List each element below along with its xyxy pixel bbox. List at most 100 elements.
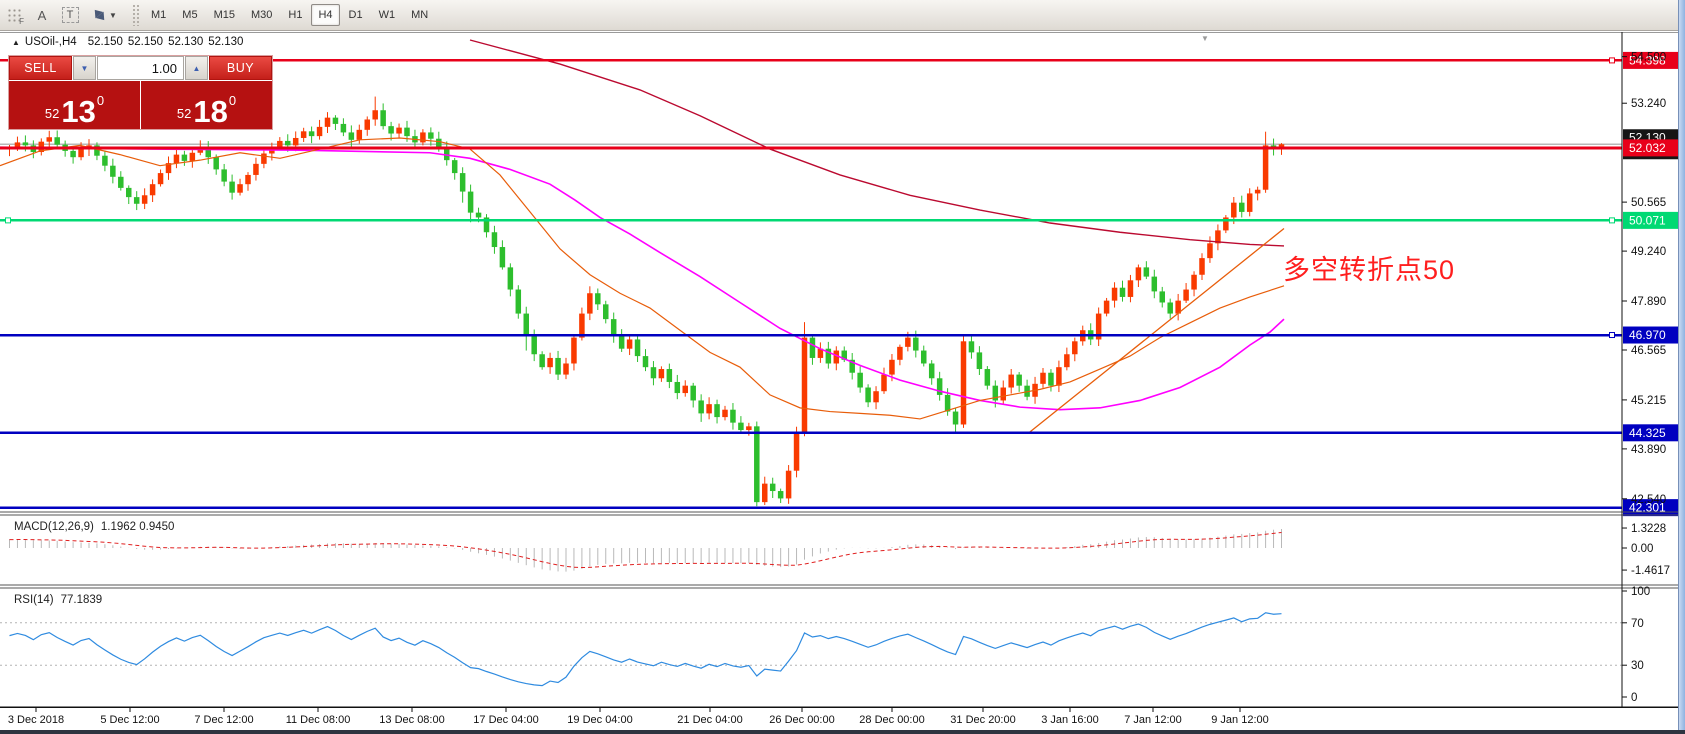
x-axis-label: 11 Dec 08:00	[286, 714, 351, 726]
timeframe-toolbar: M1 M5 M15 M30 H1 H4 D1 W1 MN	[143, 4, 436, 26]
x-axis-label: 5 Dec 12:00	[100, 714, 159, 726]
x-axis-label: 19 Dec 04:00	[567, 714, 632, 726]
drag-dots-icon	[6, 7, 22, 23]
chart-window[interactable]: 54.398 52.130 52.032 50.071 46.970 44.325 42.3…	[0, 32, 1685, 734]
rsi-value: 77.1839	[60, 594, 103, 606]
price-axis-label: 47.890	[1631, 296, 1666, 308]
chart-toolbar: F A T ▼ M1 M5 M15 M30 H1 H4 D1 W1 MN	[0, 0, 1685, 31]
toolbar-handle-icon[interactable]: F	[1, 3, 27, 27]
x-axis-label: 31 Dec 20:00	[950, 714, 1015, 726]
price-axis-label: 54.500	[1631, 52, 1666, 64]
toolbar-handle-label: F	[19, 17, 24, 26]
macd-axis-label: -1.4617	[1631, 565, 1670, 577]
macd-header: MACD(12,26,9) 1.1962 0.9450	[14, 521, 174, 533]
x-axis-label: 7 Jan 12:00	[1124, 714, 1182, 726]
line-handle	[1609, 332, 1615, 339]
x-axis-label: 17 Dec 04:00	[473, 714, 538, 726]
rsi-title: RSI(14)	[14, 594, 54, 606]
sell-price-whole: 52	[44, 106, 60, 121]
price-badge: 50.071	[1629, 213, 1666, 227]
rsi-axis-label: 70	[1631, 618, 1644, 630]
timeframe-button-M1[interactable]: M1	[151, 9, 167, 21]
drawing-tools-icon[interactable]: ▼	[85, 3, 123, 27]
price-badge-bg	[1623, 51, 1679, 69]
ohlc-open: 52.150	[87, 36, 123, 48]
chart-surface[interactable]: 54.398 52.130 52.032 50.071 46.970 44.325 42.3…	[0, 32, 1685, 734]
horizontal-levels-layer	[0, 57, 1622, 509]
price-badge: 42.301	[1629, 501, 1666, 515]
rsi-header: RSI(14) 77.1839	[14, 594, 102, 606]
x-axis-label: 9 Jan 12:00	[1211, 714, 1269, 726]
sell-price-pips: 13	[61, 94, 96, 130]
collapse-arrow-icon: ▲	[12, 37, 20, 47]
timeframe-button-MN[interactable]: MN	[411, 9, 429, 21]
ma-crimson	[469, 39, 1285, 247]
x-axis-label: 3 Jan 16:00	[1041, 714, 1099, 726]
sell-price-point: 0	[96, 93, 105, 108]
timeframe-button-M15[interactable]: M15	[213, 9, 235, 21]
timeframe-button-M30[interactable]: M30	[250, 9, 273, 21]
x-axis-label: 26 Dec 00:00	[769, 714, 834, 726]
toolbar-separator[interactable]	[132, 4, 139, 26]
line-handle	[1609, 217, 1615, 224]
price-badge-bg	[1623, 139, 1679, 157]
chevron-down-icon: ▼	[109, 10, 117, 20]
price-axis-label: 45.215	[1631, 395, 1666, 407]
timeframe-button-H1[interactable]: H1	[288, 9, 303, 21]
x-axis-label: 7 Dec 12:00	[194, 714, 253, 726]
ascending-trendline	[1029, 228, 1285, 433]
macd-axis-label: 1.3228	[1631, 523, 1666, 535]
timeframe-button-H4[interactable]: H4	[311, 4, 340, 26]
ohlc-high: 52.150	[127, 36, 164, 48]
rsi-axis-label: 30	[1631, 660, 1644, 672]
axes-layer: 54.398 52.130 52.032 50.071 46.970 44.325 42.3…	[0, 32, 1685, 726]
price-badge-bg	[1623, 326, 1679, 344]
rsi-axis-label: 100	[1631, 586, 1650, 598]
down-arrow-icon: ▼	[80, 63, 89, 73]
x-axis-label: 3 Dec 2018	[8, 714, 64, 726]
timeframe-button-W1[interactable]: W1	[378, 9, 396, 21]
price-axis-label: 50.565	[1631, 197, 1666, 209]
diagonal-arrows-icon	[90, 6, 109, 24]
rsi-axis-label: 0	[1631, 692, 1637, 704]
ohlc-close: 52.130	[208, 36, 244, 48]
price-badge: 52.032	[1629, 141, 1666, 155]
price-axis-label: 46.565	[1631, 345, 1666, 357]
price-badge-bg	[1623, 211, 1679, 229]
timeframe-button-M5[interactable]: M5	[182, 9, 198, 21]
one-click-trading-panel: SELL ▼ 1.00 ▲ BUY 52 13 0 52 18	[8, 55, 273, 130]
x-axis-label: 21 Dec 04:00	[677, 714, 742, 726]
up-arrow-icon: ▲	[192, 63, 201, 73]
volume-decrease-button[interactable]: ▼	[73, 56, 96, 80]
macd-values: 1.1962 0.9450	[100, 521, 175, 533]
buy-button[interactable]: BUY	[209, 56, 272, 80]
buy-price-display[interactable]: 52 18 0	[141, 81, 272, 129]
price-axis-label: 43.890	[1631, 444, 1666, 456]
volume-input[interactable]: 1.00	[97, 56, 184, 80]
x-axis-label: 28 Dec 00:00	[859, 714, 924, 726]
buy-price-whole: 52	[176, 106, 192, 121]
rsi-line	[9, 612, 1282, 687]
timeframe-button-D1[interactable]: D1	[348, 9, 363, 21]
moving-averages-layer	[0, 39, 1285, 433]
price-badge: 44.325	[1629, 426, 1666, 440]
macd-signal-line	[9, 531, 1282, 569]
price-badge-bg	[1623, 424, 1679, 442]
chart-shift-marker-icon: ▼	[1201, 34, 1209, 43]
window-bottom-border	[0, 730, 1685, 734]
text-label-icon[interactable]: T	[57, 3, 83, 27]
ohlc-low: 52.130	[168, 36, 204, 48]
price-axis-label: 42.540	[1631, 494, 1666, 506]
text-annotation-icon[interactable]: A	[37, 7, 47, 23]
volume-increase-button[interactable]: ▲	[185, 56, 208, 80]
ma-magenta	[0, 146, 1285, 411]
indicator-panels-layer	[0, 528, 1622, 687]
window-right-border	[1678, 0, 1685, 734]
sell-button[interactable]: SELL	[9, 56, 72, 80]
price-badge: 54.398	[1629, 53, 1666, 67]
buy-price-pips: 18	[193, 94, 228, 130]
macd-title: MACD(12,26,9)	[14, 521, 94, 533]
line-handle	[1609, 57, 1615, 64]
sell-price-display[interactable]: 52 13 0	[9, 81, 140, 129]
macd-axis-label: 0.00	[1631, 543, 1653, 555]
